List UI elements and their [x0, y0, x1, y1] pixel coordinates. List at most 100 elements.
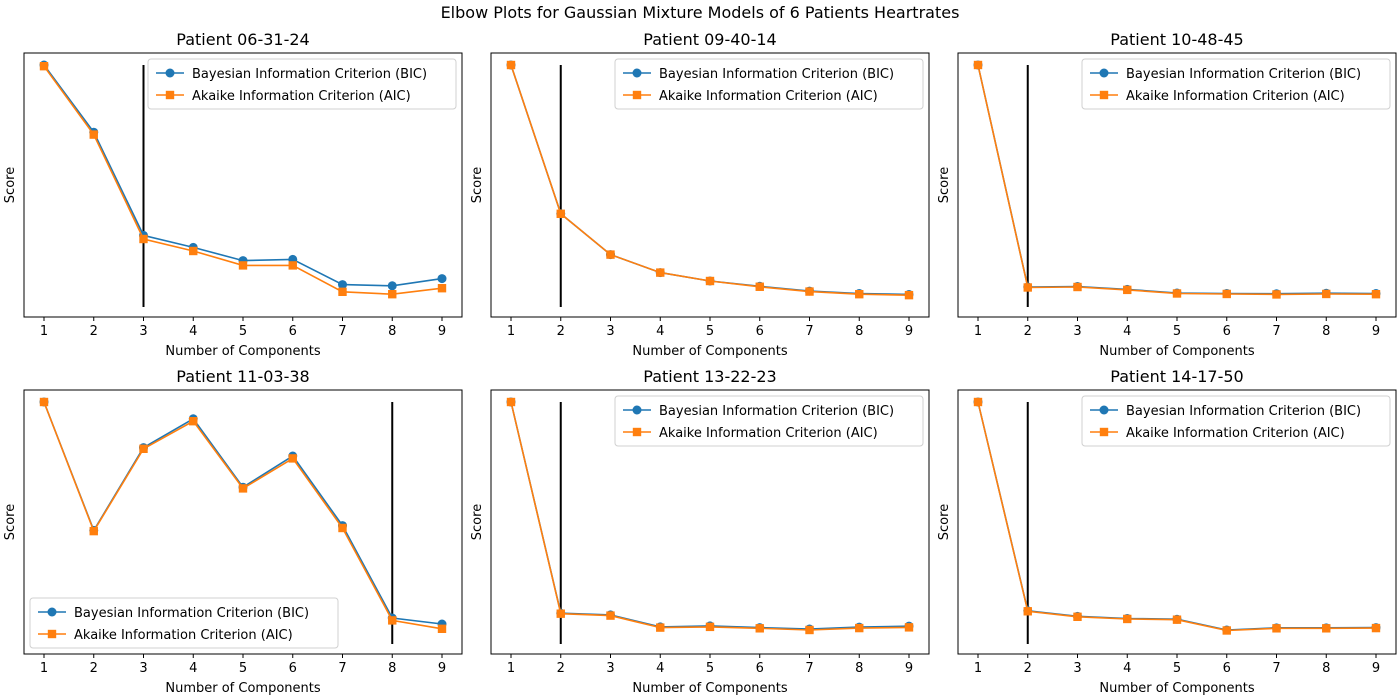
aic-point: [288, 454, 297, 463]
aic-point: [855, 623, 864, 633]
x-tick-label: 8: [1322, 661, 1330, 676]
legend: Bayesian Information Criterion (BIC) Akai…: [147, 58, 457, 110]
subplot-title: Patient 11-03-38: [176, 367, 309, 386]
aic-point: [437, 284, 447, 293]
subplot-2: Patient 09-40-14 1 2 3 4 5 6 7 8 9 Number of Compo…: [470, 30, 930, 359]
subplot-title: Patient 06-31-24: [176, 30, 309, 49]
legend: Bayesian Information Criterion (BIC) Akai…: [614, 58, 924, 110]
y-axis-label: Score: [470, 504, 485, 540]
x-axis-label: Number of Components: [632, 681, 787, 696]
legend-label: Bayesian Information Criterion (BIC): [1126, 404, 1361, 419]
aic-point: [1123, 614, 1132, 624]
subplot-6: Patient 14-17-50 1 2 3 4 5 6 7 8 9 Number of Compo…: [937, 367, 1397, 696]
y-axis-label: Score: [470, 167, 485, 203]
aic-point: [238, 484, 248, 493]
aic-point: [656, 623, 665, 632]
aic-point: [1172, 289, 1182, 298]
bic-point: [387, 281, 397, 291]
x-tick-label: 5: [706, 324, 714, 339]
subplot-title: Patient 09-40-14: [643, 30, 776, 49]
aic-point: [1371, 623, 1381, 633]
legend-marker-aic: [165, 90, 175, 100]
x-tick-label: 9: [905, 661, 913, 676]
x-tick-label: 7: [338, 661, 346, 676]
aic-point: [805, 625, 814, 635]
aic-point: [238, 261, 248, 270]
aic-point: [89, 130, 98, 139]
aic-point: [973, 60, 983, 70]
aic-point: [705, 622, 715, 632]
x-tick-label: 9: [1372, 324, 1380, 339]
legend-box: [1081, 395, 1391, 447]
legend-label: Akaike Information Criterion (AIC): [1126, 426, 1345, 441]
subplot-title: Patient 13-22-23: [643, 367, 776, 386]
x-tick-label: 3: [606, 661, 614, 676]
aic-point: [189, 246, 198, 256]
x-tick-label: 4: [189, 324, 197, 339]
aic-point: [656, 268, 665, 277]
x-tick-label: 4: [1123, 661, 1131, 676]
aic-point: [139, 234, 148, 244]
x-tick-label: 3: [139, 661, 147, 676]
aic-point: [1322, 289, 1331, 299]
aic-point: [1322, 624, 1331, 633]
x-tick-label: 8: [855, 324, 863, 339]
legend: Bayesian Information Criterion (BIC) Akai…: [1081, 395, 1391, 447]
x-tick-label: 5: [1173, 324, 1181, 339]
legend-marker-bic: [632, 405, 642, 415]
aic-point: [755, 282, 764, 291]
legend-marker-aic: [632, 90, 642, 100]
x-tick-label: 8: [388, 324, 396, 339]
legend-label: Akaike Information Criterion (AIC): [1126, 89, 1345, 104]
bic-point: [338, 280, 347, 290]
aic-point: [1073, 612, 1082, 621]
legend-label: Bayesian Information Criterion (BIC): [659, 404, 894, 419]
legend-label: Akaike Information Criterion (AIC): [192, 89, 411, 104]
x-tick-label: 5: [239, 661, 247, 676]
x-tick-label: 9: [438, 661, 446, 676]
x-tick-label: 4: [1123, 324, 1131, 339]
aic-point: [1172, 615, 1182, 624]
aic-point: [338, 287, 347, 296]
aic-point: [139, 444, 148, 453]
aic-point: [1222, 626, 1231, 635]
aic-point: [755, 624, 764, 633]
x-tick-label: 9: [905, 324, 913, 339]
x-tick-label: 3: [1073, 661, 1081, 676]
y-axis-label: Score: [3, 167, 18, 203]
x-tick-label: 2: [90, 324, 98, 339]
x-tick-label: 7: [1272, 661, 1280, 676]
y-axis-label: Score: [937, 167, 952, 203]
x-axis-label: Number of Components: [165, 344, 320, 359]
x-tick-label: 8: [855, 661, 863, 676]
subplot-3: Patient 10-48-45 1 2 3 4 5 6 7 8 9 Number of Compo…: [937, 30, 1397, 359]
subplot-title: Patient 10-48-45: [1110, 30, 1243, 49]
x-tick-label: 7: [338, 324, 346, 339]
x-tick-label: 3: [1073, 324, 1081, 339]
x-tick-label: 1: [974, 324, 982, 339]
x-tick-label: 4: [189, 661, 197, 676]
x-tick-label: 7: [1272, 324, 1280, 339]
aic-point: [288, 261, 297, 270]
x-tick-label: 4: [656, 661, 664, 676]
y-axis-label: Score: [937, 504, 952, 540]
aic-point: [705, 276, 715, 286]
x-tick-label: 2: [90, 661, 98, 676]
x-tick-label: 6: [289, 661, 297, 676]
x-tick-label: 6: [1223, 661, 1231, 676]
subplot-title: Patient 14-17-50: [1110, 367, 1243, 386]
x-tick-label: 3: [139, 324, 147, 339]
series-line-bic: [43, 401, 443, 625]
x-tick-label: 6: [1223, 324, 1231, 339]
legend-box: [614, 395, 924, 447]
aic-point: [805, 287, 814, 296]
x-axis-label: Number of Components: [165, 681, 320, 696]
x-tick-label: 1: [507, 324, 515, 339]
x-tick-label: 7: [805, 661, 813, 676]
x-axis-label: Number of Components: [632, 344, 787, 359]
x-tick-label: 2: [557, 661, 565, 676]
x-tick-label: 2: [1024, 661, 1032, 676]
x-tick-label: 5: [239, 324, 247, 339]
legend: Bayesian Information Criterion (BIC) Akai…: [614, 395, 924, 447]
